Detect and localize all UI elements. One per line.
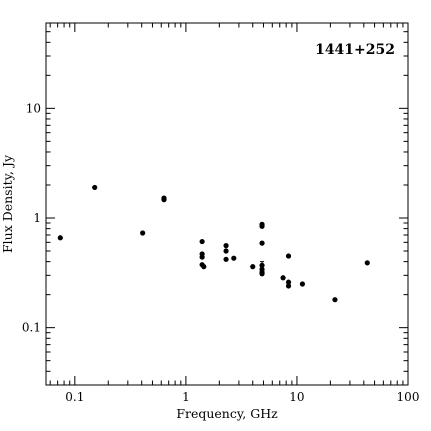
data-point <box>250 264 256 270</box>
data-point <box>364 260 370 266</box>
axis-ticks <box>46 22 409 386</box>
data-point <box>223 256 229 262</box>
y-axis-label: Flux Density, Jy <box>0 154 15 253</box>
data-points <box>57 184 370 303</box>
data-point <box>231 255 237 261</box>
data-point <box>259 271 265 277</box>
data-point <box>299 281 306 287</box>
data-point <box>140 230 146 236</box>
y-tick-label: 0.1 <box>22 321 41 335</box>
data-point <box>259 240 265 246</box>
data-point <box>223 248 229 254</box>
chart-title: 1441+252 <box>315 42 395 58</box>
data-point <box>199 238 205 245</box>
x-tick-label: 1 <box>182 390 190 404</box>
data-point <box>57 235 63 241</box>
data-point <box>259 223 265 229</box>
data-point <box>285 279 292 285</box>
data-point <box>201 264 207 270</box>
data-point <box>259 262 265 268</box>
data-point <box>223 243 229 249</box>
data-point <box>92 184 98 191</box>
data-point <box>332 297 338 303</box>
y-tick-label: 1 <box>33 211 41 225</box>
x-axis-label: Frequency, GHz <box>176 406 278 421</box>
plot-frame <box>45 22 409 386</box>
data-point <box>280 275 286 281</box>
x-tick-label: 100 <box>397 390 420 404</box>
y-tick-label: 10 <box>26 101 41 115</box>
data-point <box>161 197 167 203</box>
data-point <box>199 254 205 260</box>
x-tick-label: 0.1 <box>65 390 84 404</box>
data-point <box>285 283 292 289</box>
data-point <box>285 253 292 259</box>
x-tick-label: 10 <box>289 390 304 404</box>
tick-labels: 0.1 1 10 100 0.1 1 10 <box>22 101 420 404</box>
